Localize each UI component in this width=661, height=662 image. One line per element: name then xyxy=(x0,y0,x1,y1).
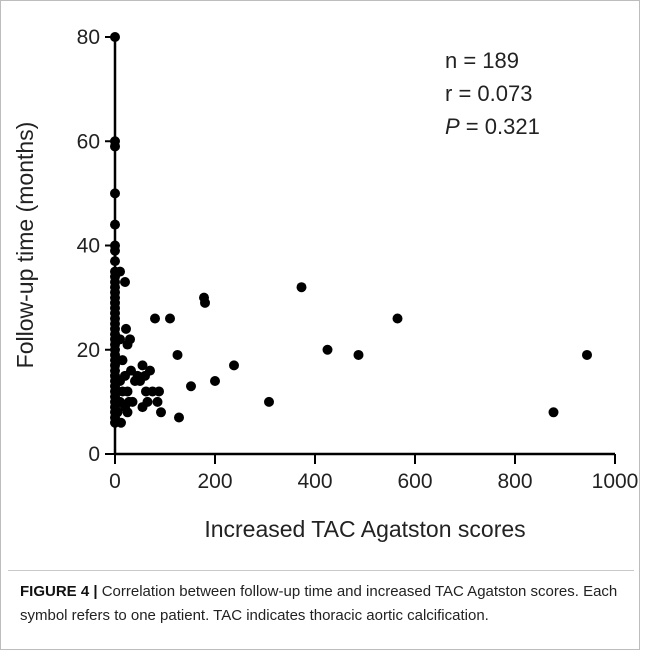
data-point xyxy=(116,417,126,428)
annotation-p-value: = 0.321 xyxy=(460,114,540,139)
figure-caption: FIGURE 4 | Correlation between follow-up… xyxy=(20,580,630,628)
annotation-p-symbol: P xyxy=(445,114,460,139)
data-point xyxy=(152,396,163,407)
data-point xyxy=(154,386,164,397)
y-tick-label: 80 xyxy=(77,26,100,49)
annotation-r: r = 0.073 xyxy=(445,81,532,106)
data-point xyxy=(110,141,120,152)
data-point xyxy=(582,349,592,360)
data-point xyxy=(110,32,120,42)
data-point xyxy=(200,297,210,308)
x-tick-label: 200 xyxy=(197,470,232,493)
y-tick-label: 60 xyxy=(77,130,100,153)
data-point xyxy=(117,355,128,366)
data-point xyxy=(142,396,153,407)
data-point xyxy=(110,219,120,230)
data-point xyxy=(110,188,120,199)
scatter-chart: 0 200 400 600 800 1000 0 20 40 60 80 Follow-up ti… xyxy=(12,26,638,542)
figure-label: FIGURE 4 | xyxy=(20,583,98,600)
data-point xyxy=(122,407,133,418)
data-point xyxy=(145,365,155,376)
data-point xyxy=(186,381,196,392)
data-point xyxy=(115,334,125,345)
data-points xyxy=(110,32,592,428)
y-tick-label: 0 xyxy=(88,443,100,466)
data-point xyxy=(264,396,274,407)
axes xyxy=(113,37,615,456)
caption-divider xyxy=(8,570,634,571)
data-point xyxy=(115,266,125,277)
data-point xyxy=(229,360,239,371)
data-point xyxy=(210,376,220,387)
data-point xyxy=(121,323,131,334)
data-point xyxy=(174,412,184,423)
data-point xyxy=(150,313,160,324)
y-tick-label: 20 xyxy=(77,339,100,362)
data-point xyxy=(156,407,166,418)
y-tick-label: 40 xyxy=(77,235,100,258)
data-point xyxy=(112,407,123,418)
x-ticks: 0 200 400 600 800 1000 xyxy=(109,454,638,493)
x-axis-label: Increased TAC Agatston scores xyxy=(204,516,525,542)
data-point xyxy=(125,334,135,345)
data-point xyxy=(165,313,175,324)
x-tick-label: 400 xyxy=(297,470,332,493)
x-tick-label: 600 xyxy=(397,470,432,493)
data-point xyxy=(172,349,183,360)
figure-frame xyxy=(0,0,640,650)
x-tick-label: 800 xyxy=(497,470,532,493)
data-point xyxy=(120,276,130,287)
data-point xyxy=(322,344,333,355)
data-point xyxy=(110,256,120,267)
data-point xyxy=(296,282,307,293)
data-point xyxy=(137,360,148,371)
data-point xyxy=(392,313,403,324)
annotation-n: n = 189 xyxy=(445,48,519,73)
caption-text: Correlation between follow-up time and i… xyxy=(20,583,618,624)
data-point xyxy=(127,396,138,407)
data-point xyxy=(548,407,559,418)
data-point xyxy=(110,245,120,256)
y-axis-label: Follow-up time (months) xyxy=(12,122,38,369)
x-tick-label: 0 xyxy=(109,470,121,493)
x-tick-label: 1000 xyxy=(592,470,639,493)
y-ticks: 0 20 40 60 80 xyxy=(77,26,115,466)
annotation-p: P = 0.321 xyxy=(445,114,540,139)
data-point xyxy=(122,386,133,397)
data-point xyxy=(353,349,364,360)
